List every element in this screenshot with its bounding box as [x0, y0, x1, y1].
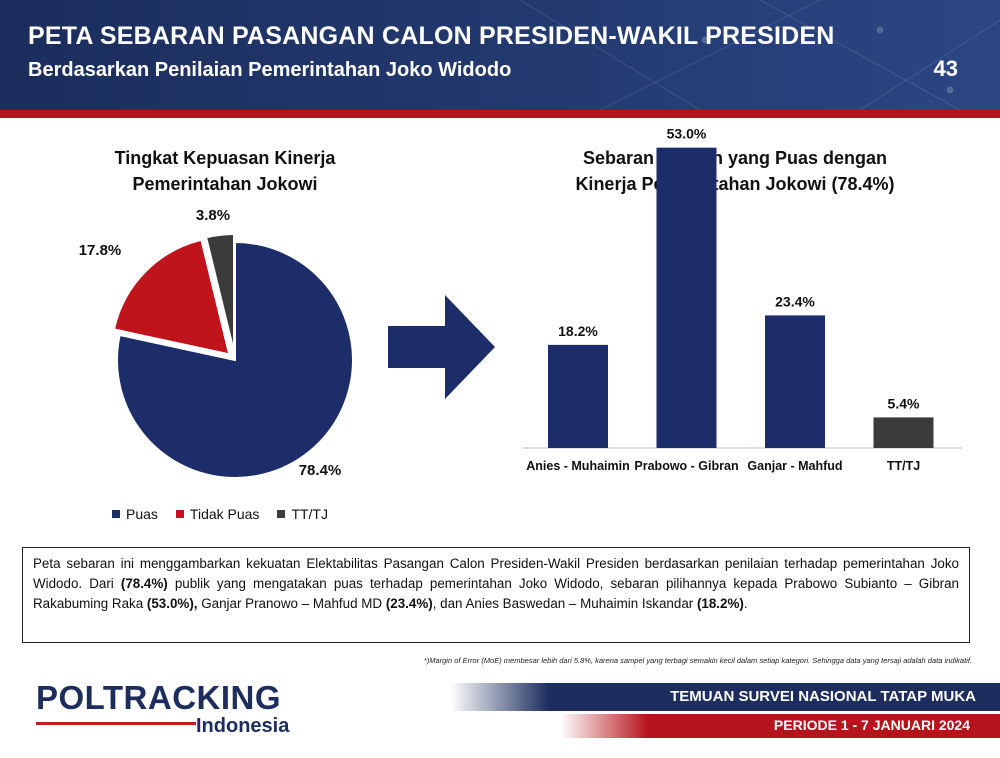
bar-chart: 18.2% Anies - Muhaimin 53.0% Prabowo - Gibr…: [522, 126, 962, 473]
logo-main-text: POLTRACKING: [36, 679, 282, 716]
description-segment: (23.4%): [385, 596, 433, 611]
description-box: Peta sebaran ini menggambarkan kekuatan …: [22, 547, 970, 643]
bar-category-label: TT/TJ: [887, 459, 920, 473]
poltracking-logo: POLTRACKING Indonesia: [36, 679, 289, 737]
bar-tt-tj: [873, 417, 934, 448]
pie-data-label: 17.8%: [79, 242, 122, 259]
legend-label-puas: Puas: [126, 506, 158, 522]
footer-survey-title: TEMUAN SURVEI NASIONAL TATAP MUKA: [670, 688, 976, 705]
legend-item-tidak-puas: Tidak Puas: [175, 506, 260, 522]
header-title: PETA SEBARAN PASANGAN CALON PRESIDEN-WAK…: [28, 22, 835, 50]
legend-label-tidak-puas: Tidak Puas: [189, 506, 260, 522]
logo-sub-text: Indonesia: [196, 715, 290, 737]
pie-slice-tt-tj: [204, 233, 236, 353]
legend-item-tt-tj: TT/TJ: [277, 506, 328, 522]
legend-swatch-tt-tj: [277, 510, 286, 518]
pie-title-line1: Tingkat Kepuasan Kinerja: [114, 148, 336, 168]
pie-slice-puas: [116, 240, 354, 479]
footnote: *)Margin of Error (MoE) membesar lebih d…: [423, 656, 972, 665]
bar-ganjar-mahfud: [765, 315, 825, 448]
bar-data-label: 18.2%: [558, 323, 598, 339]
description-segment: (18.2%): [696, 596, 744, 611]
footer-period: PERIODE 1 - 7 JANUARI 2024: [773, 717, 970, 733]
arrow-icon: [388, 295, 495, 399]
description-segment: , dan Anies Baswedan – Muhaimin Iskandar: [432, 596, 697, 611]
pie-chart: 78.4% 17.8% 3.8%: [79, 207, 354, 479]
pie-title-line2: Pemerintahan Jokowi: [132, 174, 318, 194]
footer-band-red: [560, 714, 1000, 738]
legend-swatch-tidak-puas: [175, 510, 184, 518]
bar-anies-muhaimin: [548, 344, 608, 448]
legend-item-puas: Puas: [112, 506, 158, 522]
footer-band-navy: [450, 683, 1000, 711]
bar-category-label: Ganjar - Mahfud: [747, 459, 842, 473]
description-segment: (53.0%),: [146, 596, 198, 611]
logo-underline: [36, 722, 196, 725]
description-segment: publik yang mengatakan puas terhadap pem…: [33, 576, 959, 611]
description-segment: Peta sebaran ini menggambarkan kekuatan …: [33, 556, 959, 591]
bar-data-label: 23.4%: [775, 293, 815, 309]
bar-category-label: Prabowo - Gibran: [634, 459, 738, 473]
description-segment: (78.4%): [120, 576, 168, 591]
bar-data-label: 53.0%: [667, 126, 707, 142]
page-number: 43: [933, 56, 958, 81]
header-stripe: [0, 110, 1000, 118]
description-segment: Ganjar Pranowo – Mahfud MD: [197, 596, 386, 611]
pie-slice-tidak-puas: [112, 238, 231, 356]
pie-data-label: 78.4%: [299, 462, 342, 479]
description-segment: .: [743, 596, 748, 611]
bar-data-label: 5.4%: [888, 395, 920, 411]
bar-category-label: Anies - Muhaimin: [526, 459, 629, 473]
legend-label-tt-tj: TT/TJ: [291, 506, 328, 522]
bar-prabowo-gibran: [656, 147, 717, 448]
header-subtitle: Berdasarkan Penilaian Pemerintahan Joko …: [28, 59, 512, 81]
pie-legend: Puas Tidak Puas TT/TJ: [112, 506, 328, 522]
legend-swatch-puas: [112, 510, 120, 518]
header-decoration: [519, 0, 1000, 110]
header-banner: PETA SEBARAN PASANGAN CALON PRESIDEN-WAK…: [0, 0, 1000, 110]
pie-chart-title: Tingkat Kepuasan Kinerja Pemerintahan Jo…: [60, 145, 390, 197]
pie-data-label: 3.8%: [196, 207, 230, 224]
bar-title-line2: Kinerja Pemerintahan Jokowi (78.4%): [575, 174, 895, 194]
